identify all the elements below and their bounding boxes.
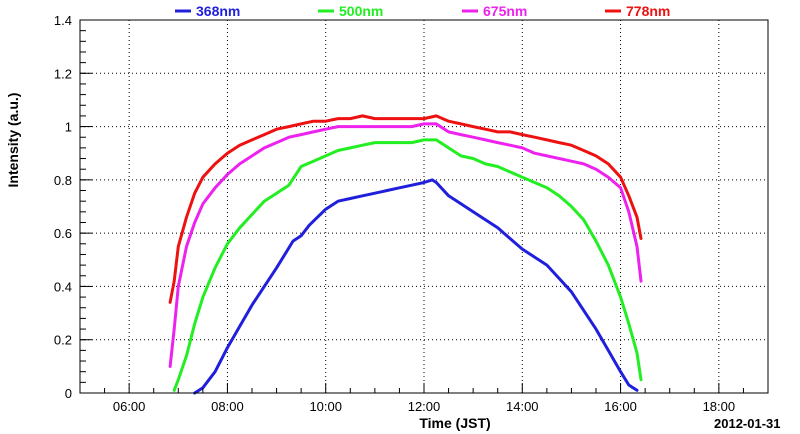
legend-label-500nm: 500nm: [339, 3, 383, 19]
x-tick-label: 14:00: [506, 399, 539, 414]
plot-frame: [79, 19, 769, 394]
y-tick-label: 0.6: [54, 226, 72, 241]
series-line-778nm: [168, 114, 643, 304]
series-lines: [168, 114, 643, 395]
x-tick-label: 18:00: [703, 399, 736, 414]
x-tick-label: 12:00: [408, 399, 441, 414]
legend-label-368nm: 368nm: [196, 3, 240, 19]
y-tick-label: 1.2: [54, 66, 72, 81]
legend-label-675nm: 675nm: [483, 3, 527, 19]
y-tick-label: 0.8: [54, 173, 72, 188]
date-label: 2012-01-31: [714, 416, 781, 431]
x-tick-label: 08:00: [211, 399, 244, 414]
axis-ticks: 06:00 08:00 10:00 12:00 14:00 16:00 18:00 0 0.2 0…: [54, 13, 769, 414]
series-line-368nm: [193, 178, 639, 395]
y-tick-label: 0.2: [54, 333, 72, 348]
y-tick-label: 0.4: [54, 279, 72, 294]
grid: [80, 20, 768, 393]
x-tick-label: 06:00: [113, 399, 146, 414]
x-axis-title: Time (JST): [419, 415, 490, 431]
y-tick-label: 1.4: [54, 13, 72, 28]
y-tick-label: 0: [65, 386, 72, 401]
series-line-500nm: [172, 138, 643, 392]
x-tick-label: 16:00: [604, 399, 637, 414]
series-line-675nm: [168, 122, 643, 368]
y-tick-label: 1: [65, 120, 72, 135]
legend-label-778nm: 778nm: [626, 3, 670, 19]
y-axis-title: Intensity (a.u.): [5, 93, 21, 188]
legend: 368nm 500nm 675nm 778nm: [175, 3, 670, 19]
x-tick-label: 10:00: [309, 399, 342, 414]
